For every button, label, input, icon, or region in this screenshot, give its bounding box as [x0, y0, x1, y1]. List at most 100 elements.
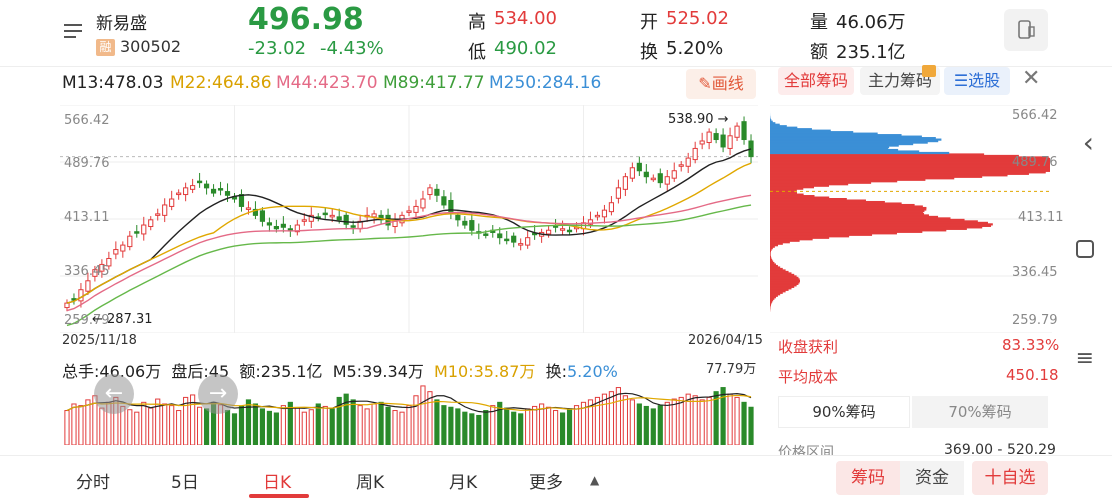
chip-bar: [770, 157, 1050, 161]
volume-bar: [483, 410, 489, 445]
tab-5day[interactable]: 5日: [171, 473, 199, 493]
candle-body: [427, 187, 433, 196]
volume-bar: [203, 408, 210, 445]
volume-bar: [741, 401, 747, 445]
funds-button[interactable]: 资金: [900, 461, 964, 495]
end-date: 2026/04/15: [688, 333, 763, 348]
chip-bar: [770, 256, 772, 259]
draw-line-label: 画线: [711, 74, 744, 93]
tab-all-chips[interactable]: 全部筹码: [778, 67, 854, 95]
chip-bar: [770, 302, 772, 305]
ma89-line: [66, 204, 752, 327]
candle-body: [120, 244, 126, 252]
chip-bar: [770, 232, 897, 235]
candle-body: [441, 196, 447, 206]
candle-body: [406, 210, 412, 213]
select-stock-button[interactable]: ☰选股: [944, 67, 1010, 95]
volume-bar: [462, 411, 468, 445]
chip-bar: [770, 159, 1050, 162]
chip-bar: [770, 226, 983, 229]
chip-bar: [770, 245, 775, 248]
chip-bar: [770, 264, 778, 268]
close-icon[interactable]: ✕: [1022, 66, 1041, 91]
chip-bar: [770, 119, 772, 122]
chip-bar: [770, 211, 923, 214]
candle-body: [413, 205, 419, 213]
chip-bar: [770, 128, 812, 131]
chip-bar: [770, 172, 1029, 175]
current-price: 496.98: [248, 2, 364, 37]
candle-body: [483, 233, 489, 236]
low-label: 低: [468, 42, 486, 63]
kline-chart[interactable]: [60, 105, 758, 333]
volume-label: 量: [810, 12, 828, 33]
volume-bar: [245, 399, 252, 445]
candle-body: [106, 257, 112, 267]
tab-intraday[interactable]: 分时: [76, 473, 110, 493]
price-axis-label-0: 566.42: [64, 113, 110, 128]
chip-bar: [770, 193, 804, 196]
pct70-tab[interactable]: 70%筹码: [912, 396, 1048, 428]
amount-value: 235.1亿: [836, 42, 906, 63]
chip-bar: [770, 122, 776, 125]
volume-bar: [371, 403, 377, 445]
volume-bar: [183, 396, 189, 445]
prev-arrow-button[interactable]: ←: [94, 374, 134, 414]
draw-line-button[interactable]: ✎画线: [686, 69, 756, 99]
candle-body: [224, 191, 231, 196]
price-axis-label-4: 259.79: [64, 313, 110, 328]
chip-bar: [770, 162, 1050, 165]
candle-body: [469, 220, 475, 231]
tab-weekly-k[interactable]: 周K: [356, 473, 385, 493]
tab-daily-k[interactable]: 日K: [263, 473, 292, 493]
candle-body: [448, 199, 454, 215]
volume-bar: [441, 405, 447, 445]
chip-bar: [770, 290, 786, 293]
candle-body: [280, 223, 286, 228]
device-button[interactable]: [1004, 9, 1048, 51]
chip-bar: [770, 303, 771, 306]
price-axis-label-3: 336.45: [64, 264, 110, 279]
chip-bar: [770, 186, 815, 189]
menu-lines-icon[interactable]: ≡: [1075, 346, 1094, 371]
add-watchlist-button[interactable]: 十自选: [972, 461, 1048, 495]
ma22-line: [66, 162, 752, 304]
volume-bar: [141, 401, 147, 445]
chip-bar: [770, 117, 771, 120]
volume-bar: [78, 405, 84, 445]
chip-bar: [770, 233, 873, 236]
chip-bar: [770, 296, 776, 299]
volume-bar: [678, 396, 684, 445]
tab-main-chips[interactable]: 主力筹码: [860, 67, 940, 95]
back-chevron-icon[interactable]: ‹: [1082, 126, 1094, 159]
pct90-tab[interactable]: 90%筹码: [778, 396, 910, 428]
volume-bar: [539, 403, 545, 445]
candle-body: [273, 226, 279, 230]
volume-bar: [85, 399, 91, 445]
chip-bar: [770, 244, 779, 247]
tab-monthly-k[interactable]: 月K: [449, 473, 478, 493]
volume-bar: [322, 405, 328, 445]
candle-body: [748, 140, 754, 158]
candle-body: [78, 289, 84, 302]
candle-body: [434, 188, 440, 196]
candle-body: [238, 194, 245, 207]
volume-bar: [727, 393, 733, 445]
next-arrow-button[interactable]: →: [198, 374, 238, 414]
chips-button[interactable]: 筹码: [836, 461, 900, 495]
chip-bar: [770, 275, 797, 278]
candle-body: [741, 121, 747, 141]
chip-bar: [770, 263, 776, 266]
open-value: 525.02: [666, 8, 729, 29]
volume-bar: [287, 401, 293, 445]
chip-bar: [770, 202, 902, 205]
candle-body: [92, 269, 98, 277]
home-square-icon[interactable]: [1076, 240, 1094, 258]
menu-icon[interactable]: [62, 20, 84, 42]
chip-bar: [770, 238, 813, 241]
tab-more[interactable]: 更多: [529, 473, 563, 493]
header-divider: [0, 66, 1112, 67]
candle-body: [148, 219, 154, 228]
candle-body: [671, 170, 677, 179]
volume-bar: [476, 414, 482, 445]
